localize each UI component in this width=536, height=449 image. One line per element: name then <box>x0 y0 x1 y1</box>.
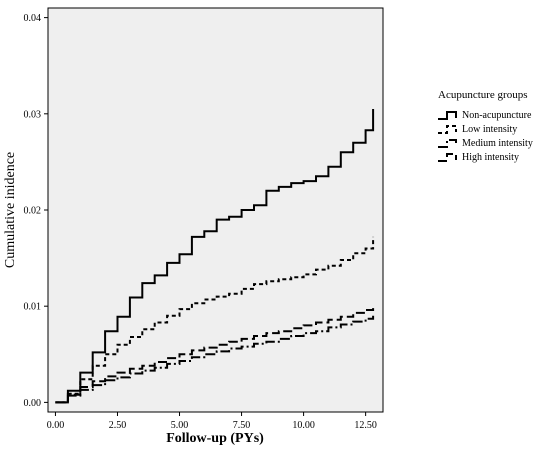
y-tick-label: 0.04 <box>24 13 42 24</box>
y-axis-ticks: 0.00 0.01 0.02 0.03 0.04 <box>24 13 48 409</box>
series-lines <box>55 109 375 404</box>
x-tick-label: 5.00 <box>171 420 189 431</box>
legend-swatch-low-intensity <box>438 125 457 134</box>
y-axis-title: Cumulative inidence <box>3 152 18 268</box>
series-line-low-intensity <box>55 236 375 404</box>
x-tick-label: 10.00 <box>292 420 315 431</box>
y-tick-label: 0.02 <box>24 206 42 217</box>
x-axis-ticks: 0.00 2.50 5.00 7.50 10.00 12.50 <box>47 412 377 431</box>
series-line-medium-intensity <box>55 315 375 404</box>
legend-swatch-non-acupuncture <box>438 111 457 120</box>
x-tick-label: 12.50 <box>354 420 377 431</box>
legend-swatch-medium-intensity <box>438 139 457 148</box>
legend-label-non-acupuncture: Non-acupuncture <box>462 110 532 121</box>
y-tick-label: 0.01 <box>24 302 42 313</box>
legend-label-medium-intensity: Medium intensity <box>462 138 533 149</box>
x-axis-title: Follow-up (PYs) <box>166 431 264 446</box>
x-tick-label: 7.50 <box>233 420 251 431</box>
x-tick-label: 0.00 <box>47 420 65 431</box>
plot-area <box>47 7 384 413</box>
series-line-high-intensity <box>55 308 375 404</box>
x-tick-label: 2.50 <box>109 420 127 431</box>
legend-swatch-high-intensity <box>438 153 457 162</box>
legend-title: Acupuncture groups <box>438 89 528 101</box>
y-tick-label: 0.03 <box>24 109 42 120</box>
series-line-non-acupuncture <box>55 109 375 404</box>
legend-label-low-intensity: Low intensity <box>462 124 517 135</box>
legend-label-high-intensity: High intensity <box>462 152 519 163</box>
y-tick-label: 0.00 <box>24 398 42 409</box>
legend: Acupuncture groups Non-acupuncture Low in… <box>438 89 533 163</box>
